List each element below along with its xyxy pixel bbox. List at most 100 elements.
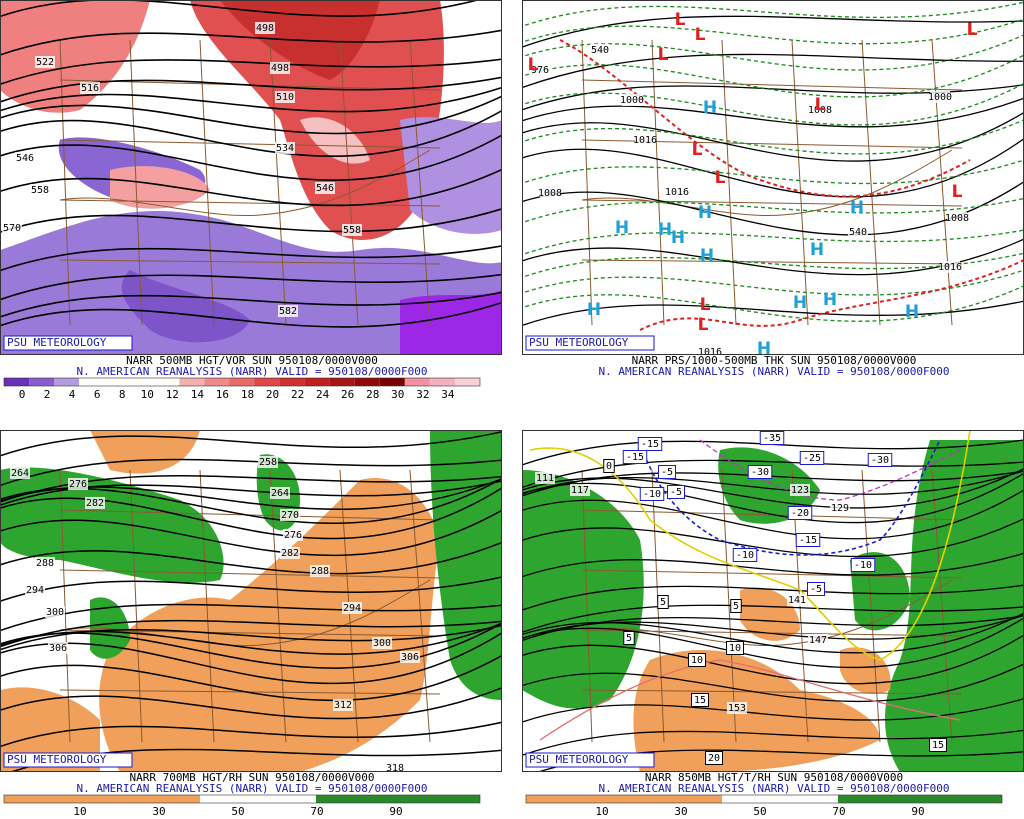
contour-label: 300	[46, 607, 64, 618]
colorbar-label: 50	[753, 805, 766, 818]
label-bg	[333, 699, 353, 711]
badge-box	[525, 752, 655, 768]
temp-label: 0	[606, 461, 612, 472]
temp-label-box	[787, 506, 813, 520]
colorbar-segment	[254, 378, 280, 386]
high-pressure: H	[810, 240, 824, 260]
contour-line	[0, 58, 502, 86]
high-pressure: H	[850, 198, 864, 218]
contour-line	[0, 207, 502, 234]
contour-line	[522, 584, 1024, 611]
label-bg	[35, 557, 55, 569]
temp-label: -15	[799, 535, 817, 546]
label-bg	[570, 484, 590, 496]
label-bg	[275, 91, 295, 103]
contour-line	[522, 439, 1024, 466]
label-bg	[667, 186, 687, 198]
colorbar-label: 0	[19, 388, 26, 401]
label-bg	[255, 22, 275, 34]
label-bg	[315, 182, 335, 194]
temp-label: -30	[871, 455, 889, 466]
contour-line	[522, 469, 1024, 495]
label-bg	[280, 509, 300, 521]
contour-label: 282	[281, 548, 299, 559]
contour-line	[529, 430, 971, 661]
contour-line	[0, 480, 502, 507]
contour-line	[0, 486, 502, 540]
contour-label: 264	[11, 468, 29, 479]
contour-line	[522, 300, 1024, 327]
map-title: NARR 500MB HGT/VOR SUN 950108/0000V000	[126, 354, 378, 367]
label-bg	[947, 212, 967, 224]
low-pressure: L	[675, 10, 686, 30]
contour-label: 147	[809, 635, 827, 646]
contour-label: 1000	[620, 95, 644, 106]
contour-line	[522, 614, 1024, 640]
temp-label: -25	[803, 453, 821, 464]
contour-line	[522, 137, 1024, 198]
contour-line	[522, 489, 1024, 540]
high-pressure: H	[615, 218, 629, 238]
colorbar-segment	[204, 378, 230, 386]
temp-label: -35	[763, 433, 781, 444]
temp-label-box	[732, 548, 758, 562]
contour-line	[0, 430, 502, 457]
badge: PSU METEOROLOGY	[7, 753, 107, 766]
contour-label: 1008	[808, 105, 832, 116]
label-bg	[930, 91, 950, 103]
temp-label: 15	[932, 740, 944, 751]
contour-line	[0, 686, 502, 720]
colorbar-label: 10	[595, 805, 608, 818]
temp-label-box	[657, 595, 669, 609]
label-bg	[35, 56, 55, 68]
badge-box	[3, 335, 133, 351]
temp-label-box	[850, 558, 876, 572]
high-pressure: H	[658, 220, 672, 240]
low-pressure: L	[528, 55, 539, 75]
label-bg	[80, 82, 100, 94]
temp-label-box	[759, 431, 785, 445]
label-bg	[810, 104, 830, 116]
label-bg	[310, 565, 330, 577]
temp-label: 20	[708, 753, 720, 764]
temp-label-box	[667, 485, 685, 499]
colorbar-label: 4	[69, 388, 76, 401]
contour-label: 141	[788, 595, 806, 606]
colorbar-label: 20	[266, 388, 279, 401]
temp-label: 5	[660, 597, 666, 608]
low-pressure: L	[695, 25, 706, 45]
contour-line	[0, 109, 502, 157]
contour-line	[0, 477, 502, 525]
contour-label: 276	[69, 479, 87, 490]
map-subtitle: N. AMERICAN REANALYSIS (NARR) VALID = 95…	[599, 782, 950, 795]
contour-label: 1008	[945, 213, 969, 224]
contour-label: 570	[3, 223, 21, 234]
map: 498 498 510 522 534 546 558 570 546 558 582 516	[0, 0, 502, 355]
badge-box	[525, 335, 655, 351]
colorbar-segment	[304, 378, 330, 386]
shaded-area	[90, 430, 200, 474]
contour-line	[0, 273, 502, 301]
label-bg	[68, 478, 88, 490]
contour-label: 153	[728, 703, 746, 714]
contour-line	[522, 663, 1024, 702]
map-subtitle: N. AMERICAN REANALYSIS (NARR) VALID = 95…	[599, 365, 950, 378]
low-pressure: L	[715, 168, 726, 188]
temp-label-box	[730, 599, 742, 613]
label-bg	[540, 187, 560, 199]
label-bg	[48, 642, 68, 654]
contour-label: 1016	[938, 262, 962, 273]
badge-box	[3, 752, 133, 768]
colorbar-segment	[316, 795, 480, 803]
temp-label-box	[807, 582, 825, 596]
low-pressure: L	[658, 45, 669, 65]
contour-line	[522, 54, 1024, 98]
contour-line	[539, 659, 961, 741]
low-pressure: L	[698, 315, 709, 335]
label-bg	[385, 762, 405, 772]
colorbar-segment	[54, 378, 80, 386]
contour-line	[0, 624, 502, 651]
badge: PSU METEOROLOGY	[7, 336, 107, 349]
colorbar-segment	[104, 378, 130, 386]
contour-label: 498	[271, 63, 289, 74]
